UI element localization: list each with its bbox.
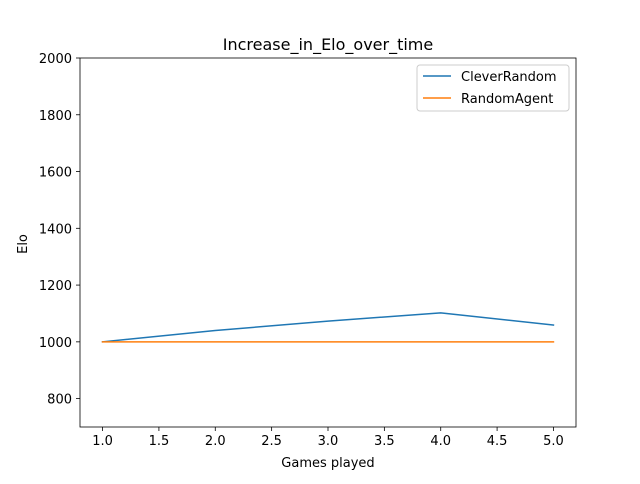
y-axis-label: Elo [16,234,31,254]
x-tick-label: 4.5 [487,434,508,449]
y-tick-label: 800 [47,393,72,408]
legend-label-randomagent: RandomAgent [461,92,553,107]
y-tick-label: 1000 [39,336,72,351]
x-axis-label: Games played [281,456,374,471]
x-tick-label: 5.0 [543,434,564,449]
x-tick-label: 2.0 [205,434,226,449]
y-tick-label: 2000 [39,52,72,67]
y-tick-label: 1800 [39,109,72,124]
y-tick-label: 1200 [39,279,72,294]
y-tick-label: 1400 [39,222,72,237]
x-tick-label: 3.0 [318,434,339,449]
x-tick-label: 3.5 [374,434,395,449]
legend-box [416,64,570,112]
y-tick-label: 1600 [39,166,72,181]
x-tick-label: 1.0 [92,434,113,449]
x-tick-label: 4.0 [430,434,451,449]
chart-title: Increase_in_Elo_over_time [223,35,433,55]
x-tick-label: 1.5 [149,434,170,449]
legend-label-cleverrandom: CleverRandom [461,70,557,85]
plot-area: 1.0 1.5 2.0 2.5 3.0 3.5 4.0 4.5 5.0 800 1000 1200 14… [39,52,577,449]
series-line-cleverrandom [101,312,555,343]
x-tick-label: 2.5 [261,434,282,449]
